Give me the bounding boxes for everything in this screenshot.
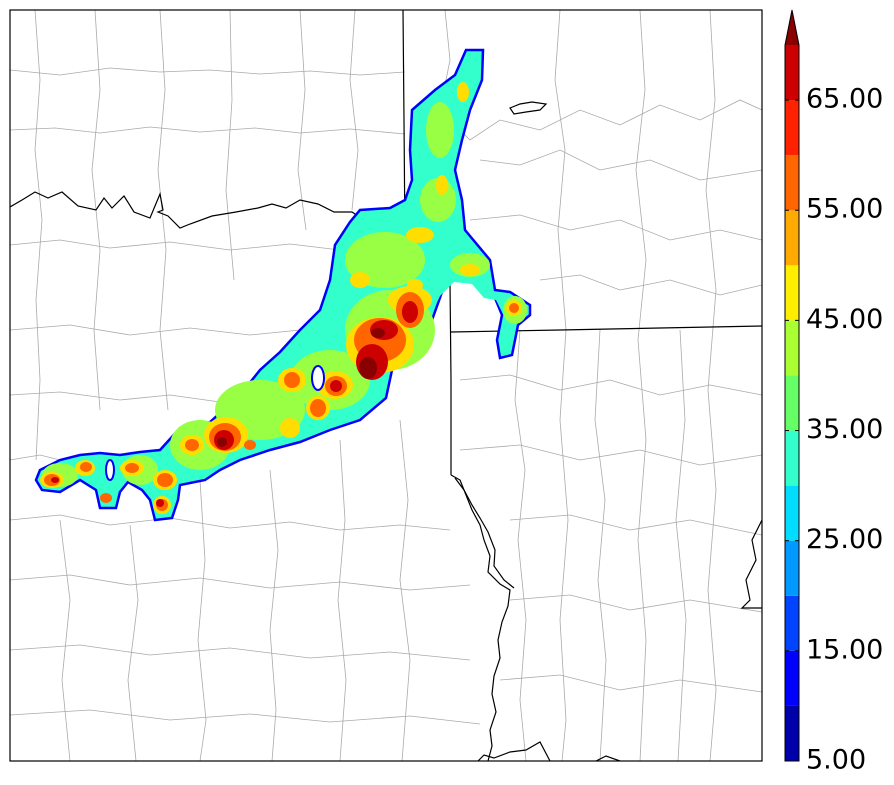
colorbar-segment <box>785 100 799 156</box>
reflectivity-cell <box>100 493 112 503</box>
reflectivity-cell <box>402 301 418 323</box>
reflectivity-cell <box>80 462 92 472</box>
colorbar-tick-label: 45.00 <box>806 304 883 335</box>
colorbar-segment <box>785 705 799 761</box>
reflectivity-cell <box>156 499 164 507</box>
reflectivity-cell <box>460 264 480 276</box>
reflectivity-cell <box>280 418 300 438</box>
colorbar-segment <box>785 265 799 321</box>
river-east-edge <box>740 519 762 609</box>
river-main-bank <box>454 477 515 589</box>
colorbar-tick-label: 65.00 <box>806 84 883 115</box>
reflectivity-cell <box>407 279 423 291</box>
colorbar-segment <box>785 650 799 706</box>
map-frame <box>9 9 763 762</box>
colorbar-segment <box>785 485 799 541</box>
reflectivity-cell <box>350 272 370 288</box>
colorbar-extend-arrow <box>785 10 799 45</box>
river-main <box>450 474 511 761</box>
reflectivity-cell <box>371 328 385 338</box>
reflectivity-cell <box>284 372 300 388</box>
county-boundaries <box>10 10 762 761</box>
colorbar-tick-label: 5.00 <box>806 745 866 776</box>
reflectivity-cell <box>310 399 326 417</box>
colorbar-ticks: 5.00 15.00 25.00 35.00 45.00 55.00 65.00 <box>785 84 883 776</box>
reflectivity-cell <box>157 473 173 487</box>
colorbar-tick-label: 25.00 <box>806 524 883 555</box>
reflectivity-cell <box>406 227 434 243</box>
state-boundaries <box>10 10 762 761</box>
colorbar-segments <box>785 45 799 761</box>
colorbar-tick-label: 15.00 <box>806 634 883 665</box>
reflectivity-cell <box>359 357 377 379</box>
river-bottom-east <box>595 755 621 761</box>
reflectivity-cell <box>330 380 342 392</box>
colorbar-segment <box>785 45 799 101</box>
reflectivity-cell <box>125 463 139 473</box>
colorbar: 5.00 15.00 25.00 35.00 45.00 55.00 65.00 <box>784 9 883 776</box>
colorbar-segment <box>785 540 799 596</box>
reflectivity-cell <box>509 303 519 313</box>
swath-core-cells <box>217 328 385 447</box>
reflectivity-cell <box>217 437 227 447</box>
swath-hole <box>105 459 115 481</box>
colorbar-tick-label: 55.00 <box>806 194 883 225</box>
reflectivity-cell <box>244 440 256 450</box>
colorbar-segment <box>785 375 799 431</box>
reflectivity-cell <box>436 175 448 195</box>
colorbar-segment <box>785 430 799 486</box>
reflectivity-cell <box>51 477 59 483</box>
reflectivity-cell <box>457 82 469 102</box>
colorbar-segment <box>785 155 799 211</box>
map-panel <box>9 9 763 762</box>
lake-outline <box>509 101 548 115</box>
storm-reflectivity-swath <box>34 48 532 522</box>
colorbar-segment <box>785 210 799 266</box>
colorbar-segment <box>785 320 799 376</box>
river-boundary-north <box>10 191 406 245</box>
swath-hole <box>311 365 325 391</box>
reflectivity-cell <box>426 102 454 158</box>
state-line-central-vertical <box>449 281 452 475</box>
river-bottom <box>477 741 551 761</box>
colorbar-segment <box>785 595 799 651</box>
reflectivity-cell <box>185 439 199 451</box>
colorbar-tick-label: 35.00 <box>806 414 883 445</box>
